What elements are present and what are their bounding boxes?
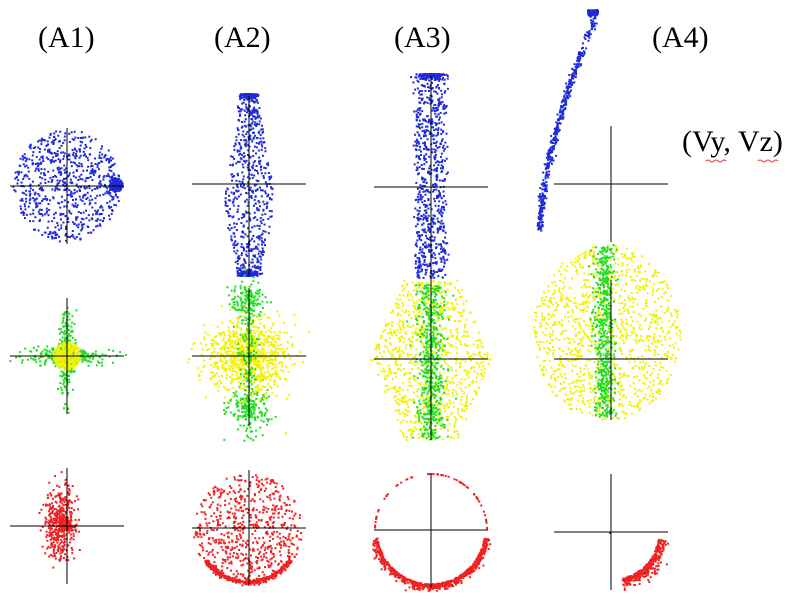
points-a2-row3 — [193, 474, 303, 587]
points-a1-row2 — [9, 306, 128, 414]
points-a4-row1 — [536, 9, 599, 232]
panel-a1-row1 — [10, 128, 124, 244]
points-a3-row1 — [410, 73, 450, 279]
label-a2: (A2) — [214, 21, 271, 54]
panel-a2-row3 — [192, 470, 306, 587]
label-vy-vz: (Vy, Vz) — [682, 125, 783, 158]
points-a1-row3 — [38, 471, 81, 569]
label-a1: (A1) — [38, 21, 95, 54]
panel-a1-row3 — [10, 468, 124, 584]
panel-a3-row1 — [374, 73, 488, 284]
points-a3-row2 — [370, 279, 492, 441]
panel-a4-row3 — [554, 474, 669, 591]
points-a2-row1 — [224, 93, 274, 277]
points-a3-row3 — [372, 473, 492, 592]
panel-a2-row1 — [192, 93, 306, 277]
points-a4-row3 — [609, 532, 669, 591]
points-a2-row2 — [186, 268, 310, 442]
label-a3: (A3) — [394, 21, 451, 54]
points-a1-row1 — [12, 130, 124, 243]
spellcheck-underline — [705, 159, 779, 163]
panel-a3-row3 — [372, 473, 492, 592]
panel-a4-row1 — [536, 9, 668, 242]
panel-a1-row2 — [9, 298, 128, 414]
panel-a4-row2 — [533, 244, 682, 421]
panel-a2-row2 — [186, 268, 310, 442]
panel-a3-row2 — [370, 279, 492, 441]
label-a4: (A4) — [652, 21, 709, 54]
points-a4-row2 — [533, 244, 682, 421]
